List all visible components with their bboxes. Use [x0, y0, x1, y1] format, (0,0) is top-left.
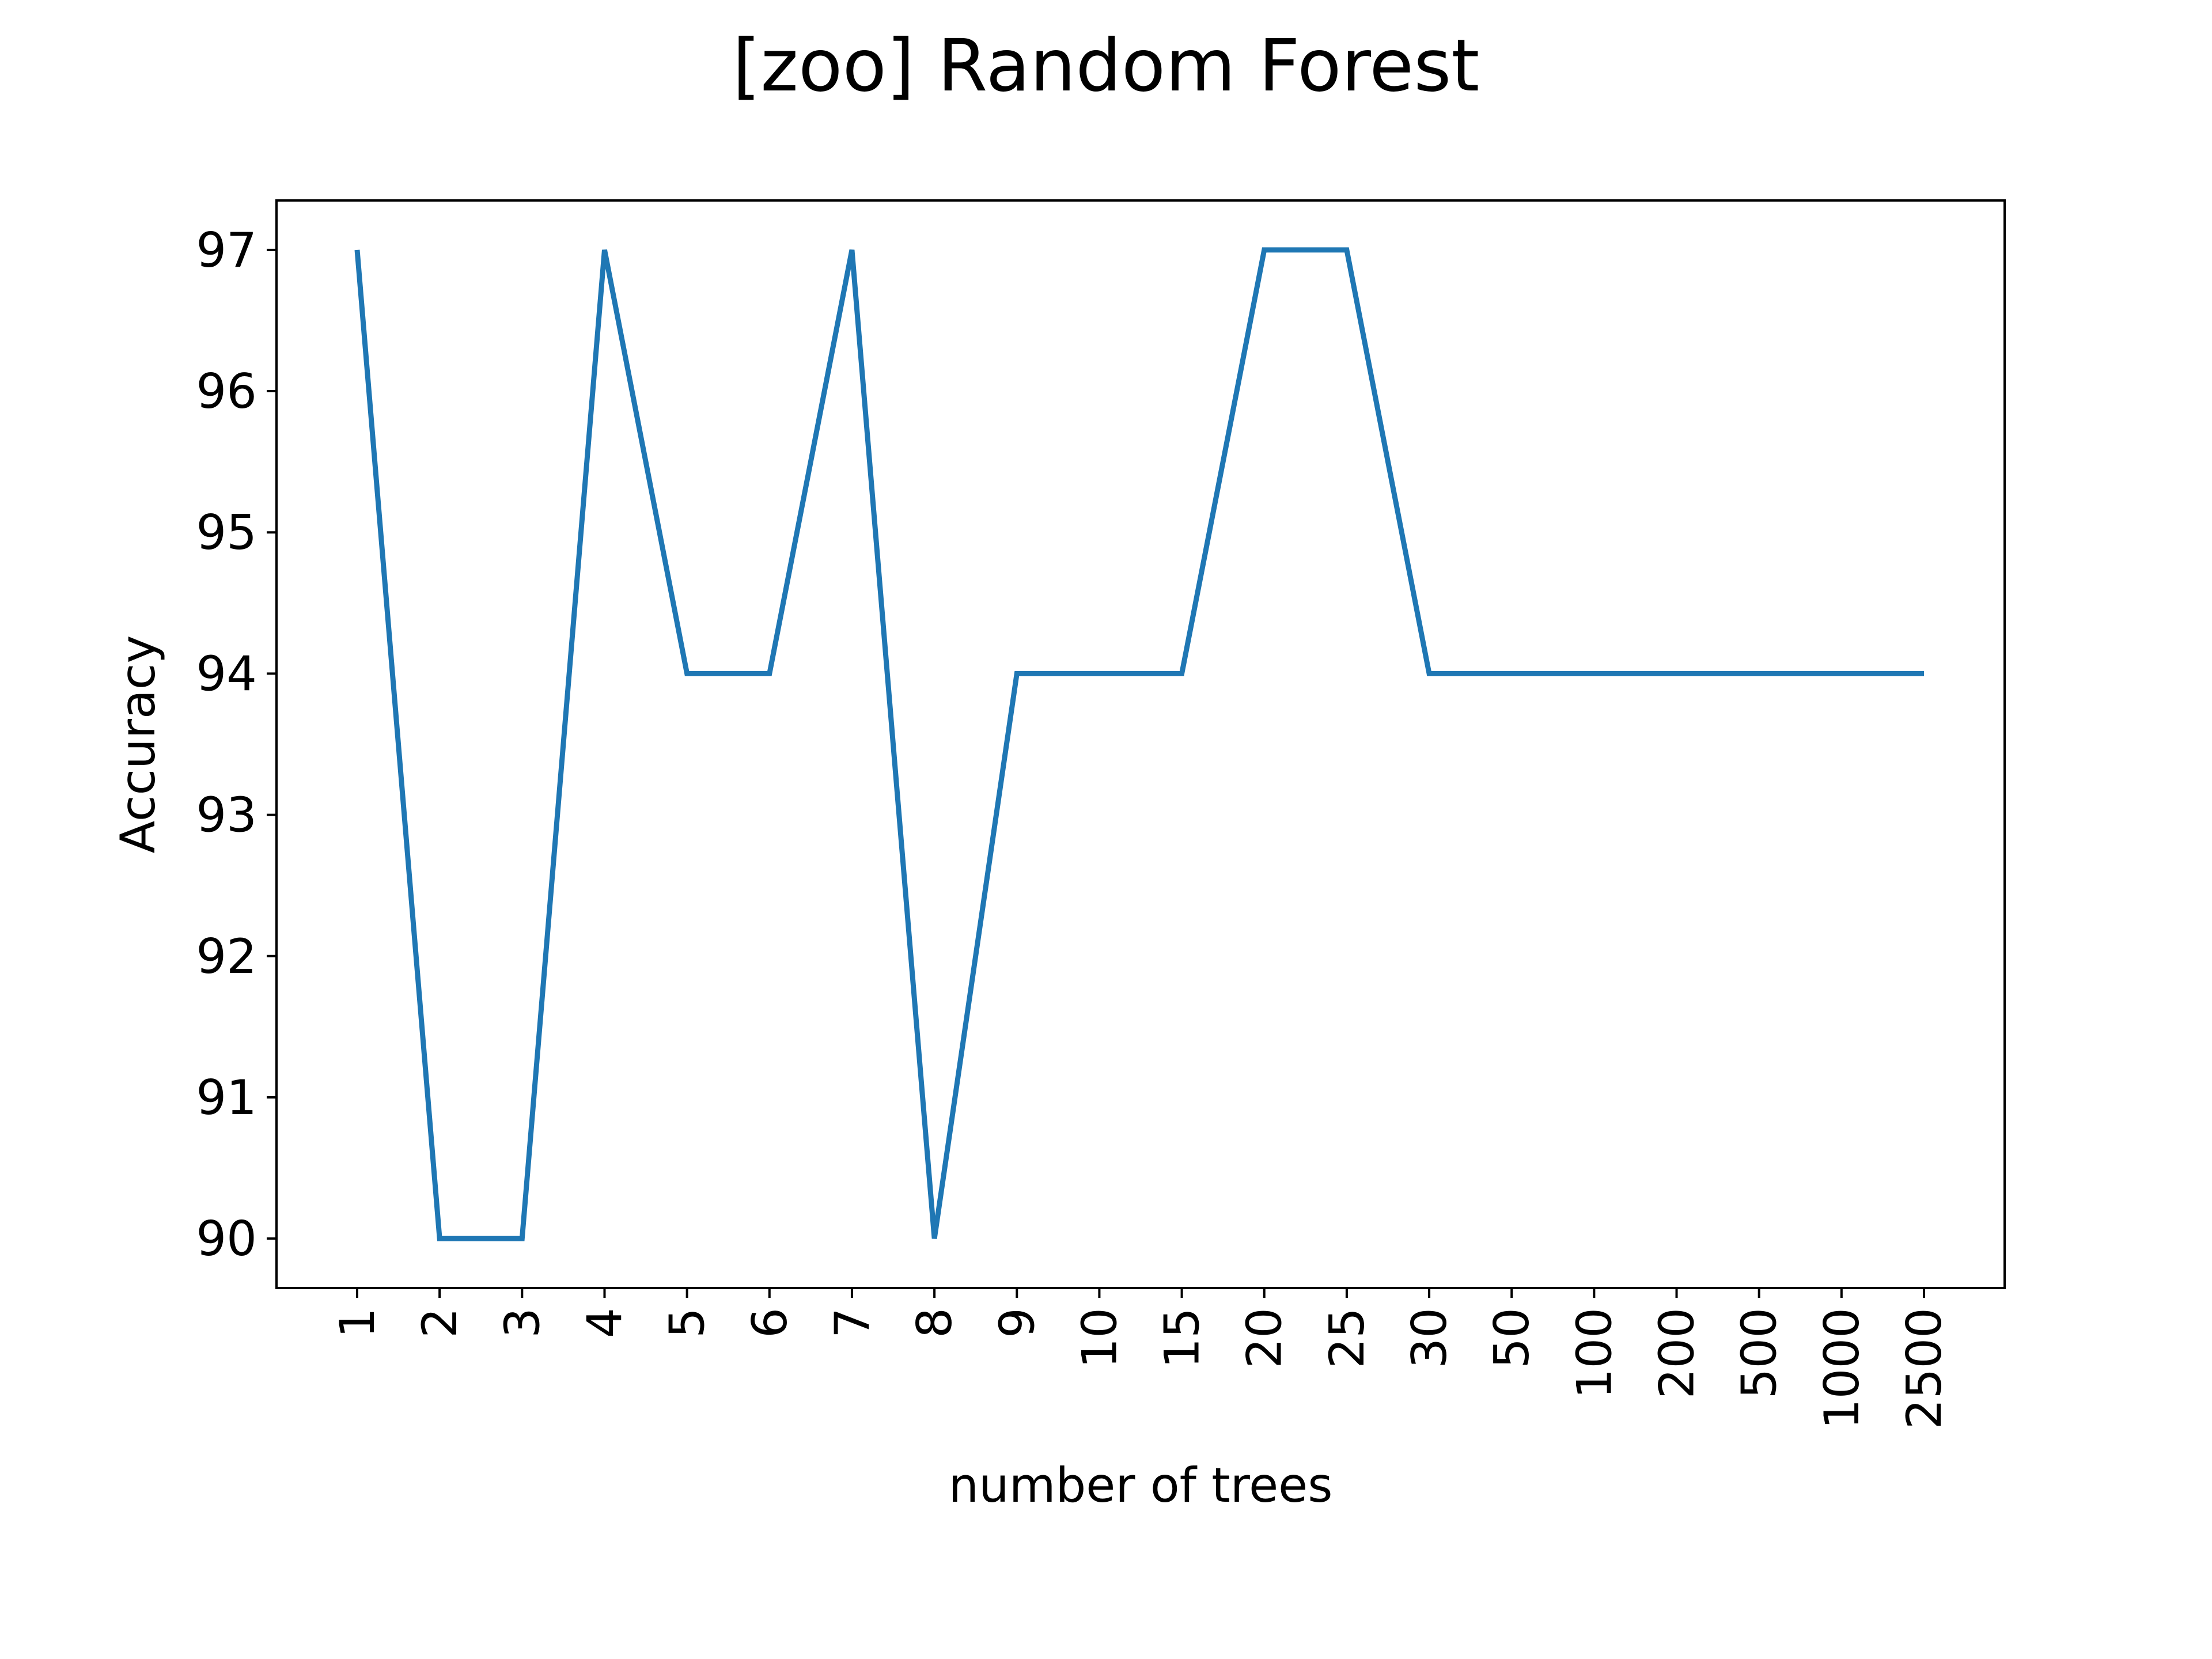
y-tick-label: 92 [196, 929, 257, 984]
x-tick-label: 6 [742, 1308, 798, 1338]
x-tick-label: 8 [907, 1308, 963, 1338]
x-tick-label: 1 [329, 1308, 385, 1338]
x-tick-label: 4 [577, 1308, 632, 1338]
x-tick-label: 2 [412, 1308, 468, 1338]
y-axis-label: Accuracy [110, 635, 166, 854]
x-tick-label: 3 [494, 1308, 550, 1338]
x-tick-label: 7 [824, 1308, 880, 1338]
x-tick-label: 5 [660, 1308, 715, 1338]
x-tick-label: 10 [1071, 1308, 1127, 1369]
x-tick-label: 20 [1237, 1308, 1293, 1369]
y-tick-label: 94 [196, 646, 257, 702]
accuracy-series-line [354, 247, 1924, 1241]
y-axis-ticks: 90 91 92 93 94 95 96 97 [196, 222, 276, 1267]
y-tick-label: 95 [196, 505, 257, 560]
x-tick-label: 100 [1566, 1308, 1622, 1399]
x-tick-label: 1000 [1814, 1308, 1870, 1429]
y-tick-label: 97 [196, 222, 257, 278]
x-tick-label: 30 [1402, 1308, 1457, 1369]
y-tick-label: 90 [196, 1211, 257, 1267]
x-tick-label: 200 [1649, 1308, 1705, 1399]
x-tick-label: 2500 [1896, 1308, 1952, 1429]
y-tick-label: 96 [196, 363, 257, 419]
x-tick-label: 500 [1732, 1308, 1787, 1399]
x-tick-label: 25 [1319, 1308, 1375, 1369]
chart-title: [zoo] Random Forest [733, 24, 1480, 108]
x-axis-ticks: 1 2 3 4 5 6 7 8 9 10 15 20 25 30 50 100 200 500 1000 2500 [329, 1288, 1952, 1429]
x-tick-label: 9 [989, 1308, 1045, 1338]
series-layer [354, 247, 1924, 1241]
plot-frame [275, 199, 2006, 1289]
x-tick-label: 15 [1154, 1308, 1210, 1369]
y-tick-label: 91 [196, 1070, 257, 1126]
y-tick-label: 93 [196, 787, 257, 843]
x-axis-label: number of trees [949, 1457, 1333, 1513]
x-tick-label: 50 [1484, 1308, 1540, 1369]
